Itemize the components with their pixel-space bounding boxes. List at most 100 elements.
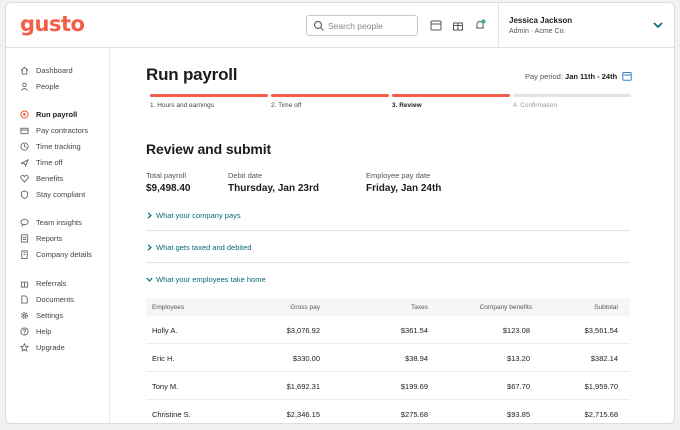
chat-icon bbox=[20, 218, 29, 227]
sidebar-item-settings[interactable]: Settings bbox=[20, 310, 108, 322]
column-employees: Employees bbox=[152, 304, 185, 311]
reports-icon bbox=[20, 234, 29, 243]
clock-icon bbox=[20, 142, 29, 151]
employee-pay-date-label: Employee pay date bbox=[366, 171, 431, 180]
pay-period: Pay period: Jan 11th - 24th bbox=[525, 72, 618, 81]
sidebar: Dashboard People Run payroll Pay contrac… bbox=[6, 48, 110, 423]
employee-name: Holly A. bbox=[152, 326, 178, 335]
subtotal: $1,959.70 bbox=[584, 382, 618, 391]
divider bbox=[146, 262, 630, 263]
gusto-logo[interactable]: gusto bbox=[20, 12, 85, 36]
total-payroll-label: Total payroll bbox=[146, 171, 187, 180]
gift-icon bbox=[20, 281, 29, 288]
search-icon bbox=[313, 20, 324, 31]
chevron-down-icon[interactable] bbox=[653, 21, 663, 29]
step-hours-and-earnings[interactable]: 1. Hours and earnings bbox=[150, 94, 268, 109]
contractors-icon bbox=[20, 127, 29, 135]
notification-icon[interactable] bbox=[474, 19, 486, 31]
column-taxes: Taxes bbox=[411, 304, 428, 311]
sidebar-item-team-insights[interactable]: Team insights bbox=[20, 217, 108, 229]
employee-name: Tony M. bbox=[152, 382, 179, 391]
employee-name: Eric H. bbox=[152, 354, 175, 363]
column-subtotal: Subtotal bbox=[594, 304, 618, 311]
chevron-right-icon bbox=[147, 212, 152, 219]
sidebar-item-stay-compliant[interactable]: Stay compliant bbox=[20, 189, 108, 201]
payroll-icon bbox=[20, 110, 29, 119]
table-row[interactable]: Holly A. $3,076.92 $361.54 $123.08 $3,56… bbox=[146, 316, 630, 344]
step-confirmation: 4. Confirmation bbox=[513, 94, 631, 109]
taxes: $361.54 bbox=[400, 326, 428, 335]
total-payroll-value: $9,498.40 bbox=[146, 183, 191, 194]
sidebar-item-company-details[interactable]: Company details bbox=[20, 249, 108, 261]
taxes: $199.69 bbox=[400, 382, 428, 391]
star-icon bbox=[20, 343, 29, 352]
debit-date-value: Thursday, Jan 23rd bbox=[228, 183, 319, 194]
sidebar-item-benefits[interactable]: Benefits bbox=[20, 173, 108, 185]
divider bbox=[146, 230, 630, 231]
sidebar-item-help[interactable]: Help bbox=[20, 326, 108, 338]
column-gross-pay: Gross pay bbox=[290, 304, 320, 311]
gross-pay: $2,346.15 bbox=[286, 410, 320, 419]
table-row[interactable]: Christine S. $2,346.15 $275.68 $93.85 $2… bbox=[146, 400, 630, 423]
help-icon bbox=[20, 327, 29, 336]
account-menu[interactable]: Jessica Jackson Admin · Acme Co. bbox=[498, 3, 674, 48]
home-icon bbox=[20, 66, 29, 75]
sidebar-item-time-tracking[interactable]: Time tracking bbox=[20, 141, 108, 153]
user-name: Jessica Jackson bbox=[509, 16, 573, 25]
taxes: $275.68 bbox=[400, 410, 428, 419]
company-benefits: $123.08 bbox=[502, 326, 530, 335]
search-input[interactable]: Search people bbox=[306, 15, 418, 36]
gift-icon[interactable] bbox=[452, 19, 464, 31]
column-company-benefits: Company benefits bbox=[479, 304, 532, 311]
subtotal: $382.14 bbox=[590, 354, 618, 363]
company-benefits: $13.20 bbox=[507, 354, 530, 363]
pay-period-value: Jan 11th - 24th bbox=[565, 72, 618, 81]
taxes: $38.94 bbox=[405, 354, 428, 363]
debit-date-label: Debit date bbox=[228, 171, 263, 180]
main-content: Run payroll Pay period: Jan 11th - 24th … bbox=[110, 48, 674, 423]
search-placeholder: Search people bbox=[328, 21, 383, 31]
page-title: Run payroll bbox=[146, 65, 238, 84]
heart-icon bbox=[20, 174, 29, 183]
sidebar-item-dashboard[interactable]: Dashboard bbox=[20, 65, 108, 77]
plane-icon bbox=[20, 158, 29, 167]
shield-icon bbox=[20, 190, 29, 199]
chevron-down-icon bbox=[146, 277, 153, 282]
building-icon bbox=[21, 250, 28, 259]
employee-pay-date-value: Friday, Jan 24th bbox=[366, 183, 442, 194]
gross-pay: $330.00 bbox=[292, 354, 320, 363]
accordion-employees-take-home[interactable]: What your employees take home bbox=[146, 272, 630, 292]
chevron-right-icon bbox=[147, 244, 152, 251]
top-header: gusto Search people Jessica Jackson Admi… bbox=[6, 3, 674, 48]
people-icon bbox=[20, 82, 29, 91]
subtotal: $2,715.68 bbox=[584, 410, 618, 419]
table-row[interactable]: Eric H. $330.00 $38.94 $13.20 $382.14 bbox=[146, 344, 630, 372]
accordion-taxed-and-debited[interactable]: What gets taxed and debited bbox=[146, 240, 630, 260]
sidebar-item-people[interactable]: People bbox=[20, 81, 108, 93]
gear-icon bbox=[21, 312, 28, 319]
table-header: Employees Gross pay Taxes Company benefi… bbox=[146, 298, 630, 316]
company-benefits: $93.85 bbox=[507, 410, 530, 419]
sidebar-item-referrals[interactable]: Referrals bbox=[20, 278, 108, 290]
sidebar-item-upgrade[interactable]: Upgrade bbox=[20, 342, 108, 354]
step-review[interactable]: 3. Review bbox=[392, 94, 510, 109]
user-org: Admin · Acme Co. bbox=[509, 28, 566, 35]
sidebar-item-reports[interactable]: Reports bbox=[20, 233, 108, 245]
sidebar-item-run-payroll[interactable]: Run payroll bbox=[20, 109, 108, 121]
calendar-icon[interactable] bbox=[622, 71, 632, 81]
gross-pay: $1,692.31 bbox=[286, 382, 320, 391]
step-time-off[interactable]: 2. Time off bbox=[271, 94, 389, 109]
app-window: gusto Search people Jessica Jackson Admi… bbox=[5, 2, 675, 424]
accordion-company-pays[interactable]: What your company pays bbox=[146, 208, 630, 228]
sidebar-item-time-off[interactable]: Time off bbox=[20, 157, 108, 169]
document-icon bbox=[21, 295, 28, 304]
gross-pay: $3,076.92 bbox=[286, 326, 320, 335]
calendar-icon[interactable] bbox=[430, 19, 442, 31]
section-title: Review and submit bbox=[146, 141, 272, 157]
sidebar-item-documents[interactable]: Documents bbox=[20, 294, 108, 306]
employee-name: Christine S. bbox=[152, 410, 191, 419]
company-benefits: $67.70 bbox=[507, 382, 530, 391]
subtotal: $3,561.54 bbox=[584, 326, 618, 335]
table-row[interactable]: Tony M. $1,692.31 $199.69 $67.70 $1,959.… bbox=[146, 372, 630, 400]
sidebar-item-pay-contractors[interactable]: Pay contractors bbox=[20, 125, 108, 137]
